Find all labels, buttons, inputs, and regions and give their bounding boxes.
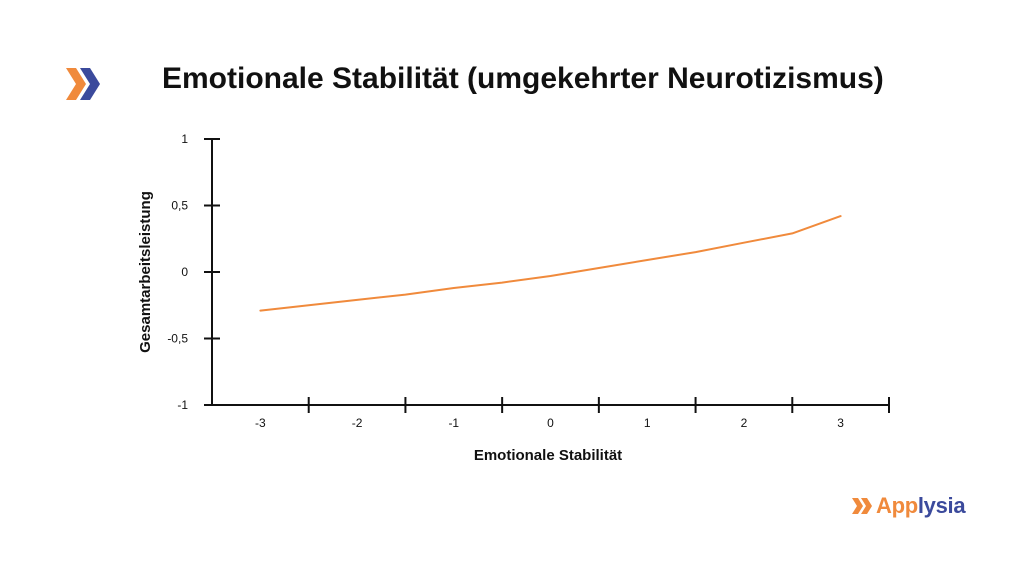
x-tick-label: -3 — [255, 416, 266, 430]
page-title: Emotionale Stabilität (umgekehrter Neuro… — [162, 62, 884, 95]
chevron-logo-icon — [852, 498, 872, 514]
x-tick-label: -2 — [352, 416, 363, 430]
x-tick-label: 1 — [644, 416, 651, 430]
chart-ticks — [204, 138, 890, 413]
chevron-logo-icon — [66, 68, 100, 100]
chart-series — [259, 215, 842, 312]
logo-text-lysia: lysia — [917, 493, 966, 518]
x-tick-label: 0 — [547, 416, 554, 430]
y-tick-label: 1 — [181, 132, 188, 146]
chart-tick-labels: 1 0,5 0 -0,5 -1 -3 -2 -1 0 1 2 3 — [167, 132, 844, 430]
y-tick-label: 0,5 — [171, 199, 188, 213]
chart-axes — [211, 139, 889, 406]
y-tick-label: 0 — [181, 265, 188, 279]
y-tick-label: -0,5 — [167, 332, 188, 346]
applysia-logo: App lysia — [852, 492, 966, 520]
logo-text-app: App — [876, 493, 918, 518]
x-tick-label: 2 — [741, 416, 748, 430]
y-tick-label: -1 — [177, 398, 188, 412]
x-tick-label: 3 — [837, 416, 844, 430]
series-line — [259, 215, 842, 312]
x-tick-label: -1 — [448, 416, 459, 430]
x-axis-title: Emotionale Stabilität — [474, 447, 622, 464]
y-axis-title: Gesamtarbeitsleistung — [137, 191, 154, 353]
